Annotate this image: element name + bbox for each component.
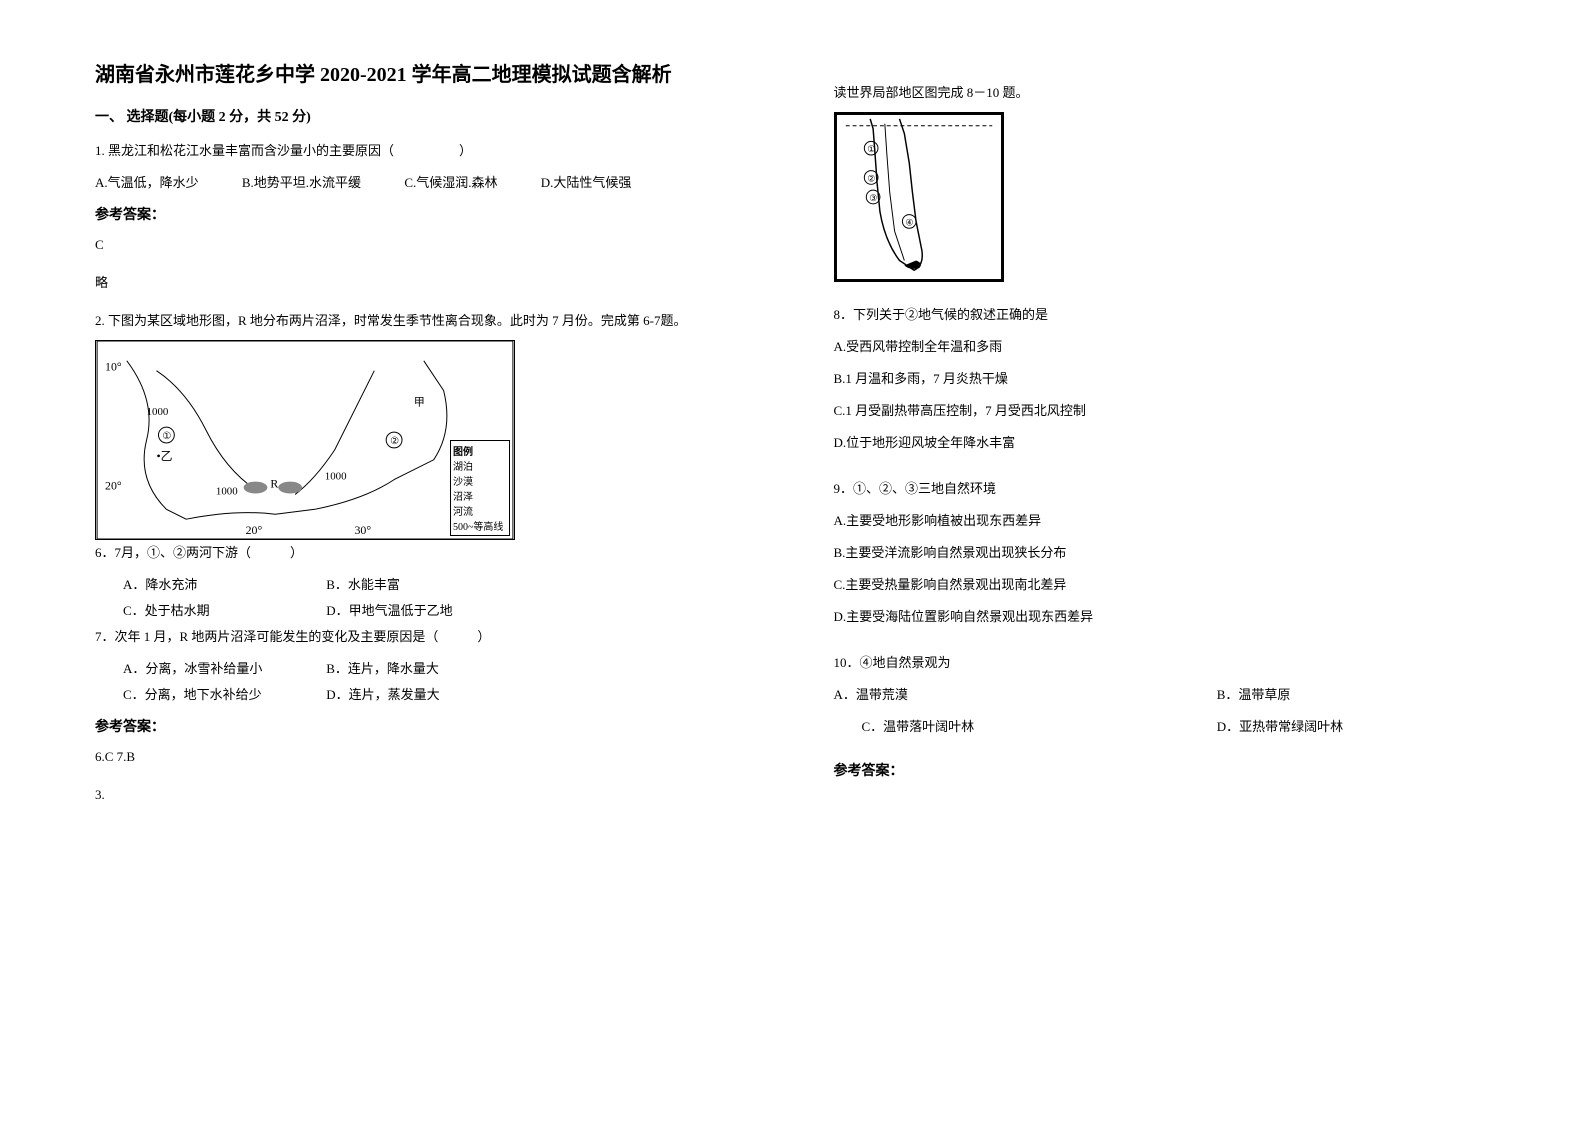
q10-options-row2: C．温带落叶阔叶林 D．亚热带常绿阔叶林 xyxy=(834,714,1493,740)
q6-options-row2: C．处于枯水期 D．甲地气温低于乙地 xyxy=(95,598,754,624)
question-7-text: 7．次年 1 月，R 地两片沼泽可能发生的变化及主要原因是（ ） xyxy=(95,624,754,650)
legend-title: 图例 xyxy=(453,443,507,458)
q9-option-a: A.主要受地形影响植被出现东西差异 xyxy=(834,508,1493,534)
svg-text:1000: 1000 xyxy=(216,485,238,497)
small-map-svg: ① ② ③ ④ xyxy=(836,114,1002,280)
q7-options-row2: C．分离，地下水补给少 D．连片，蒸发量大 xyxy=(95,682,754,708)
svg-text:③: ③ xyxy=(869,193,877,203)
svg-text:1000: 1000 xyxy=(147,406,169,418)
q1-answer-label: 参考答案： xyxy=(95,204,754,224)
q10-option-d: D．亚热带常绿阔叶林 xyxy=(1217,719,1343,734)
lat-20-label: 20° xyxy=(105,479,122,493)
question-1-options: A.气温低，降水少 B.地势平坦.水流平缓 C.气候湿润.森林 D.大陆性气候强 xyxy=(95,170,754,196)
q7-option-c: C．分离，地下水补给少 xyxy=(123,682,323,708)
legend-desert: 沙漠 xyxy=(453,473,507,488)
question-1-text: 1. 黑龙江和松花江水量丰富而含沙量小的主要原因（ ） xyxy=(95,138,754,164)
q9-option-c: C.主要受热量影响自然景观出现南北差异 xyxy=(834,572,1493,598)
svg-text:R: R xyxy=(270,477,278,491)
q1-option-c: C.气候湿润.森林 xyxy=(404,170,497,196)
q10-option-a: A．温带荒漠 xyxy=(834,682,1214,708)
svg-text:②: ② xyxy=(390,436,399,447)
section-header: 一、 选择题(每小题 2 分，共 52 分) xyxy=(95,106,754,126)
q8-option-d: D.位于地形迎风坡全年降水丰富 xyxy=(834,430,1493,456)
legend-lake: 湖泊 xyxy=(453,458,507,473)
q6-option-b: B．水能丰富 xyxy=(326,572,526,598)
world-region-map: ① ② ③ ④ xyxy=(834,112,1004,282)
lat-10-label: 10° xyxy=(105,360,122,374)
q10-answer-label: 参考答案： xyxy=(834,760,1493,780)
svg-text:②: ② xyxy=(867,173,875,183)
question-10-text: 10．④地自然景观为 xyxy=(834,650,1493,676)
lon-30-label: 30° xyxy=(354,523,371,537)
q6-options-row1: A．降水充沛 B．水能丰富 xyxy=(95,572,754,598)
q10-options-row1: A．温带荒漠 B．温带草原 xyxy=(834,682,1493,708)
q10-option-b: B．温带草原 xyxy=(1217,687,1291,702)
q1-answer: C xyxy=(95,232,754,258)
q6-option-d: D．甲地气温低于乙地 xyxy=(326,598,526,624)
question-9-text: 9．①、②、③三地自然环境 xyxy=(834,476,1493,502)
q7-answer-label: 参考答案： xyxy=(95,716,754,736)
legend-contour: 500~等高线 xyxy=(453,518,507,533)
region-map-diagram: 10° 20° 20° 30° 1000 1000 1000 ① ② •乙 R … xyxy=(95,340,515,540)
q6-option-c: C．处于枯水期 xyxy=(123,598,323,624)
svg-text:•乙: •乙 xyxy=(157,449,173,463)
q7-answer: 6.C 7.B xyxy=(95,744,754,770)
q1-option-d: D.大陆性气候强 xyxy=(541,170,632,196)
q7-option-b: B．连片，降水量大 xyxy=(326,656,526,682)
q9-option-b: B.主要受洋流影响自然景观出现狭长分布 xyxy=(834,540,1493,566)
map-legend: 图例 湖泊 沙漠 沼泽 河流 500~等高线 xyxy=(450,440,510,536)
q1-option-a: A.气温低，降水少 xyxy=(95,170,199,196)
question-2-text: 2. 下图为某区域地形图，R 地分布两片沼泽，时常发生季节性离合现象。此时为 7… xyxy=(95,308,754,334)
q9-option-d: D.主要受海陆位置影响自然景观出现东西差异 xyxy=(834,604,1493,630)
svg-text:甲: 甲 xyxy=(414,396,425,408)
q10-option-c: C．温带落叶阔叶林 xyxy=(862,714,1214,740)
q1-answer-note: 略 xyxy=(95,270,754,296)
q8-option-a: A.受西风带控制全年温和多雨 xyxy=(834,334,1493,360)
q7-options-row1: A．分离，冰雪补给量小 B．连片，降水量大 xyxy=(95,656,754,682)
q1-option-b: B.地势平坦.水流平缓 xyxy=(242,170,361,196)
svg-text:1000: 1000 xyxy=(325,471,347,483)
question-3-prefix: 3. xyxy=(95,782,754,808)
q8-option-b: B.1 月温和多雨，7 月炎热干燥 xyxy=(834,366,1493,392)
question-8-text: 8．下列关于②地气候的叙述正确的是 xyxy=(834,302,1493,328)
q8-option-c: C.1 月受副热带高压控制，7 月受西北风控制 xyxy=(834,398,1493,424)
question-6-text: 6．7月，①、②两河下游（ ） xyxy=(95,540,754,566)
svg-text:④: ④ xyxy=(905,217,913,227)
svg-text:①: ① xyxy=(162,431,171,442)
legend-swamp: 沼泽 xyxy=(453,488,507,503)
question-3-text: 读世界局部地区图完成 8－10 题。 xyxy=(834,80,1493,106)
svg-text:①: ① xyxy=(867,144,875,154)
exam-title: 湖南省永州市莲花乡中学 2020-2021 学年高二地理模拟试题含解析 xyxy=(95,60,754,90)
q7-option-a: A．分离，冰雪补给量小 xyxy=(123,656,323,682)
q6-option-a: A．降水充沛 xyxy=(123,572,323,598)
lon-20-label: 20° xyxy=(246,523,263,537)
legend-river: 河流 xyxy=(453,503,507,518)
q7-option-d: D．连片，蒸发量大 xyxy=(326,682,526,708)
